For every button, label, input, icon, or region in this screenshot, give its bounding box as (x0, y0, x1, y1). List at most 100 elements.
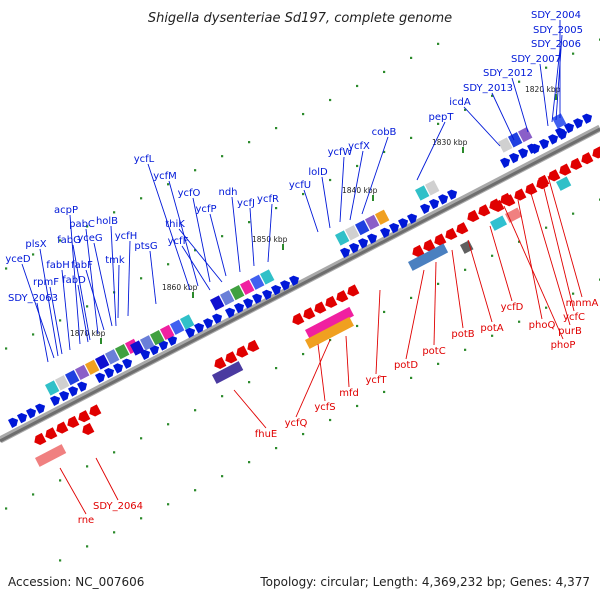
forward-leader (511, 77, 529, 133)
reverse-gene-arrow (247, 339, 260, 352)
forward-leader (539, 63, 549, 127)
forward-leader (147, 163, 191, 291)
forward-gene-arrow (271, 284, 282, 296)
forward-gene-arrow (212, 313, 223, 324)
guide-dot (167, 263, 170, 266)
forward-gene-label: ycfF (168, 236, 189, 247)
forward-leader (149, 250, 157, 305)
guide-dot (356, 404, 359, 408)
reverse-gene-arrow (236, 345, 249, 358)
forward-leader (72, 244, 91, 341)
forward-gene-arrow (398, 218, 409, 229)
guide-dot (410, 296, 413, 299)
reverse-gene-arrow (347, 284, 360, 297)
reverse-gene-label: mnmA (566, 298, 599, 309)
reverse-gene-arrow (456, 222, 469, 235)
tick-label: 1820 kbp (525, 85, 561, 94)
tick-label: 1870 kbp (70, 329, 106, 338)
forward-gene-arrow (167, 335, 178, 346)
forward-feature-block (75, 364, 90, 381)
forward-gene-label: rpmF (33, 277, 59, 288)
forward-feature-block (518, 126, 533, 143)
guide-dot (302, 352, 305, 356)
forward-gene-arrow (530, 143, 541, 154)
forward-leader (110, 225, 117, 327)
reverse-gene-arrow (423, 239, 436, 252)
forward-gene-label: fabF (71, 260, 93, 271)
guide-dot (275, 447, 278, 450)
reverse-gene-arrow (537, 174, 550, 188)
forward-gene-arrow (8, 417, 19, 428)
reverse-leader (517, 199, 543, 320)
forward-feature-block (95, 354, 110, 370)
forward-leader (339, 156, 345, 223)
reverse-leader (467, 239, 493, 323)
reverse-gene-arrow (492, 199, 505, 213)
forward-gene-arrow (349, 242, 360, 254)
reverse-leader (233, 389, 267, 429)
forward-gene-arrow (185, 327, 196, 338)
forward-gene-label: plsX (25, 239, 46, 250)
forward-feature-block (498, 137, 513, 153)
guide-dot (194, 489, 197, 492)
guide-dot (518, 240, 521, 243)
reverse-feature-block (556, 176, 572, 191)
reverse-leader (489, 225, 513, 302)
forward-leader (61, 269, 71, 351)
forward-gene-label: tmk (105, 255, 125, 266)
reverse-gene-arrow (78, 410, 91, 423)
reverse-gene-arrow (292, 312, 305, 326)
guide-dot (167, 503, 170, 506)
guide-dot (302, 432, 305, 436)
reverse-gene-arrow (570, 157, 583, 170)
tick-mark (372, 195, 374, 201)
forward-feature-block (210, 295, 225, 311)
reverse-gene-arrow (467, 209, 480, 223)
forward-feature-block (150, 329, 165, 346)
tick-mark (555, 94, 557, 100)
reverse-gene-arrow (67, 415, 80, 428)
reverse-gene-arrow (45, 427, 58, 440)
forward-leader (321, 176, 331, 229)
forward-gene-arrow (113, 363, 124, 374)
forward-leader (361, 136, 389, 215)
forward-gene-arrow (140, 349, 151, 360)
forward-gene-arrow (548, 134, 559, 145)
forward-leader (168, 180, 199, 287)
reverse-leader (59, 467, 87, 515)
guide-dot (329, 418, 332, 422)
reverse-gene-label: phoQ (529, 320, 556, 331)
forward-feature-block (335, 230, 350, 246)
forward-leader (39, 248, 59, 357)
guide-dot (329, 178, 332, 182)
forward-gene-label: pepT (429, 112, 455, 123)
tick-label: 1860 kbp (162, 283, 198, 292)
leader-lines (21, 20, 583, 515)
forward-leader (192, 197, 211, 283)
guide-dot (572, 212, 575, 215)
guide-dots (5, 38, 600, 562)
forward-gene-label: ycfO (178, 188, 201, 199)
guide-dot (113, 531, 116, 534)
forward-gene-label: holB (96, 216, 118, 227)
guide-dot (86, 465, 89, 468)
guide-dot (437, 362, 440, 365)
guide-dot (302, 192, 305, 196)
tick-label: 1830 kbp (432, 138, 468, 147)
reverse-feature-block (305, 316, 354, 349)
guide-dot (491, 334, 494, 337)
guide-dot (437, 122, 440, 125)
reverse-leader (405, 269, 425, 360)
forward-feature-block (415, 185, 430, 201)
forward-gene-arrow (26, 408, 37, 419)
forward-feature-block (55, 375, 70, 391)
forward-leader (77, 284, 89, 343)
guide-dot (518, 320, 521, 323)
guide-dot (437, 282, 440, 285)
forward-leader (209, 213, 227, 277)
reverse-gene-label: ycfQ (285, 418, 308, 429)
guide-dot (248, 141, 251, 144)
forward-feature-block (365, 214, 380, 231)
forward-gene-label: SDY_2004 (531, 10, 581, 21)
